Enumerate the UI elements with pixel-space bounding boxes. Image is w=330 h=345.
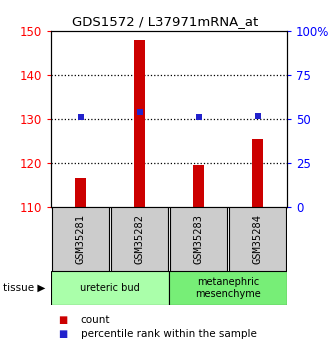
Bar	[52, 207, 109, 271]
Text: count: count	[81, 315, 110, 325]
Bar	[170, 207, 227, 271]
Text: GSM35282: GSM35282	[135, 214, 145, 264]
Text: percentile rank within the sample: percentile rank within the sample	[81, 329, 257, 339]
Bar	[229, 207, 286, 271]
Text: metanephric
mesenchyme: metanephric mesenchyme	[195, 277, 261, 299]
Text: GSM35281: GSM35281	[76, 214, 86, 264]
Text: tissue ▶: tissue ▶	[3, 283, 46, 293]
Text: ■: ■	[58, 329, 67, 339]
Bar	[75, 178, 86, 207]
Bar	[134, 40, 145, 207]
Bar	[51, 271, 169, 305]
Bar	[252, 139, 263, 207]
Text: ■: ■	[58, 315, 67, 325]
Text: GSM35284: GSM35284	[252, 214, 263, 264]
Bar	[193, 165, 204, 207]
Text: GDS1572 / L37971mRNA_at: GDS1572 / L37971mRNA_at	[72, 16, 258, 29]
Bar	[169, 271, 287, 305]
Text: GSM35283: GSM35283	[194, 214, 204, 264]
Bar	[111, 207, 168, 271]
Text: ureteric bud: ureteric bud	[80, 283, 140, 293]
